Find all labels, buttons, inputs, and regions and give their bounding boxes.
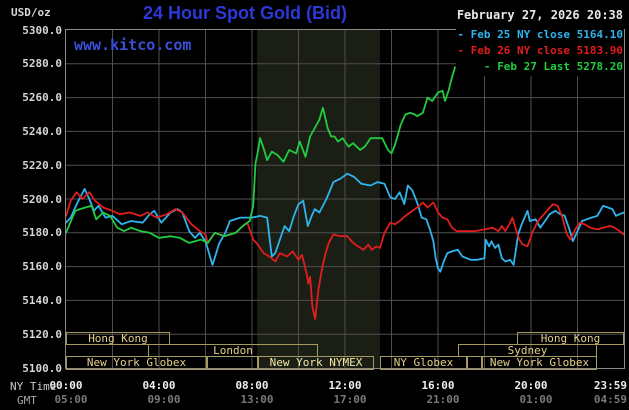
price-chart-canvas [66, 30, 624, 368]
x-tick-ny: 08:00 [235, 379, 269, 392]
x-tick-gmt: 21:00 [426, 393, 460, 406]
session-box-spacer [467, 356, 482, 370]
session-box-spacer [207, 356, 258, 370]
price-line-0 [66, 172, 624, 273]
session-box-new-york-globex: New York Globex [66, 356, 207, 370]
chart-datetime: February 27, 2026 20:38 [456, 8, 623, 22]
y-tick-label: 5160.0 [22, 260, 62, 273]
session-box-ny-globex: NY Globex [380, 356, 467, 370]
x-tick-ny: 23:59 [593, 379, 627, 392]
session-box-new-york-nymex: New York NYMEX [258, 356, 374, 370]
chart-legend: - Feb 25 NY close 5164.10 - Feb 26 NY clo… [456, 26, 624, 76]
x-tick-ny: 16:00 [421, 379, 455, 392]
x-tick-gmt: 09:00 [147, 393, 181, 406]
x-tick-gmt: 13:00 [240, 393, 274, 406]
price-line-1 [66, 191, 624, 320]
y-tick-label: 5140.0 [22, 294, 62, 307]
y-tick-label: 5200.0 [22, 193, 62, 206]
x-axis-ny-time-label: NY Time [10, 380, 57, 393]
session-box-new-york-globex: New York Globex [482, 356, 597, 370]
y-tick-label: 5120.0 [22, 328, 62, 341]
x-tick-gmt: 17:00 [333, 393, 367, 406]
price-line-2 [66, 66, 456, 244]
x-axis-gmt-label: GMT [17, 394, 37, 407]
chart-title: 24 Hour Spot Gold (Bid) [143, 3, 347, 23]
x-tick-ny: 12:00 [328, 379, 362, 392]
y-tick-label: 5240.0 [22, 125, 62, 138]
y-tick-label: 5100.0 [22, 362, 62, 375]
session-box-hong-kong: Hong Kong [66, 332, 170, 345]
legend-item-feb26: - Feb 26 NY close 5183.90 [457, 44, 623, 57]
y-tick-label: 5300.0 [22, 24, 62, 37]
x-tick-gmt: 01:00 [519, 393, 553, 406]
y-axis-units-label: USD/oz [11, 6, 51, 19]
x-tick-ny: 04:00 [142, 379, 176, 392]
legend-item-feb25: - Feb 25 NY close 5164.10 [457, 28, 623, 41]
x-tick-ny: 20:00 [514, 379, 548, 392]
x-tick-gmt: 05:00 [54, 393, 88, 406]
x-tick-ny: 00:00 [49, 379, 83, 392]
y-tick-label: 5180.0 [22, 226, 62, 239]
legend-item-feb27: - Feb 27 Last 5278.20 [483, 60, 623, 73]
kitco-watermark: www.kitco.com [74, 36, 192, 54]
y-tick-label: 5220.0 [22, 159, 62, 172]
plot-border [65, 29, 625, 369]
y-tick-label: 5260.0 [22, 91, 62, 104]
x-tick-gmt: 04:59 [593, 393, 627, 406]
y-tick-label: 5280.0 [22, 57, 62, 70]
